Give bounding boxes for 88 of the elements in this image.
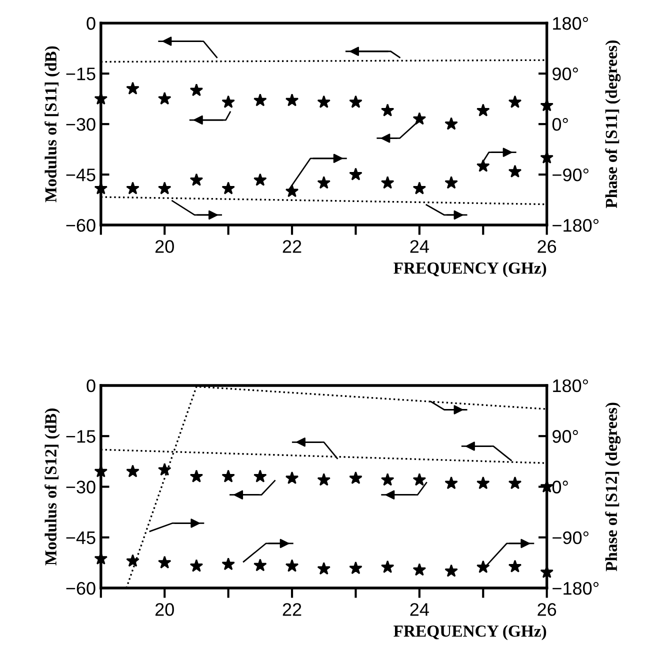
x-tick-label: 24 (410, 603, 429, 616)
point (476, 560, 490, 573)
point (94, 182, 108, 194)
point (222, 95, 235, 108)
point (317, 562, 331, 575)
point (349, 561, 362, 574)
y-tick-label: −15 (66, 68, 96, 80)
point (285, 471, 299, 484)
point (349, 168, 362, 180)
point (126, 464, 140, 478)
y-tick-label: 0 (86, 17, 96, 30)
point (412, 182, 426, 194)
y-tick-label: −30 (66, 118, 96, 131)
point (190, 559, 204, 572)
x-tick-label: 26 (538, 240, 556, 253)
y-tick-label: −30 (66, 480, 96, 494)
point (285, 94, 299, 106)
point (444, 564, 458, 577)
point (412, 112, 426, 125)
point (254, 470, 267, 482)
x-tick-label: 20 (155, 240, 174, 253)
x-tick-label: 22 (282, 603, 302, 616)
point (126, 182, 140, 194)
point (94, 552, 108, 565)
point (158, 92, 172, 105)
point (190, 83, 204, 96)
y2-axis-title: Phase of [S12] (degrees) (605, 402, 621, 572)
y2-tick-label: 0° (552, 118, 568, 131)
y-tick-label: 0 (86, 379, 96, 392)
point (508, 95, 522, 108)
point (254, 558, 267, 572)
point (158, 462, 172, 476)
y-axis-title: Modulus of [S12] (dB) (44, 408, 60, 566)
x-tick-label: 22 (282, 240, 302, 253)
x-axis-title: FREQUENCY (GHz) (394, 262, 546, 278)
point (126, 554, 140, 567)
y2-tick-label: −90° (552, 531, 588, 544)
point (412, 473, 426, 486)
point (190, 470, 204, 482)
x-tick-label: 24 (410, 240, 429, 253)
point (349, 95, 362, 108)
point (476, 476, 490, 490)
x-tick-label: 20 (155, 603, 174, 616)
x-axis-title: FREQUENCY (GHz) (394, 625, 546, 640)
y2-tick-label: 0° (552, 480, 568, 494)
point (222, 182, 235, 194)
point (285, 559, 299, 572)
point (254, 173, 267, 186)
point (317, 473, 331, 486)
y2-tick-label: 180° (553, 379, 588, 392)
y2-tick-label: −90° (552, 168, 588, 182)
x-tick-label: 26 (538, 603, 556, 616)
y2-axis-title: Phase of [S11] (degrees) (605, 40, 621, 208)
point (380, 176, 394, 189)
point (380, 104, 394, 116)
point (476, 104, 490, 116)
y2-tick-label: 90° (552, 430, 578, 443)
point (349, 471, 362, 484)
y-tick-label: −45 (66, 532, 96, 544)
point (158, 556, 172, 568)
point (444, 176, 458, 189)
point (476, 159, 490, 172)
y-tick-label: −45 (66, 168, 96, 182)
y-tick-label: −60 (66, 218, 96, 232)
point (380, 473, 394, 486)
point (412, 563, 426, 576)
point (508, 476, 522, 490)
point (317, 176, 331, 189)
point (254, 94, 267, 106)
point (285, 184, 299, 198)
point (222, 557, 235, 570)
point (222, 470, 235, 482)
point (444, 117, 458, 130)
point (317, 95, 331, 108)
y-axis-title: Modulus of [S11] (dB) (44, 46, 60, 202)
point (126, 82, 140, 94)
y2-tick-label: 180° (553, 17, 588, 30)
point (158, 182, 172, 194)
point (190, 173, 204, 186)
point (508, 164, 522, 178)
y-tick-label: −15 (66, 430, 96, 443)
point (444, 476, 458, 490)
y2-tick-label: −180° (552, 218, 599, 232)
point (508, 560, 522, 572)
point (380, 560, 394, 573)
y-tick-label: −60 (66, 582, 96, 595)
y2-tick-label: 90° (552, 68, 578, 80)
y2-tick-label: −180° (552, 582, 599, 595)
